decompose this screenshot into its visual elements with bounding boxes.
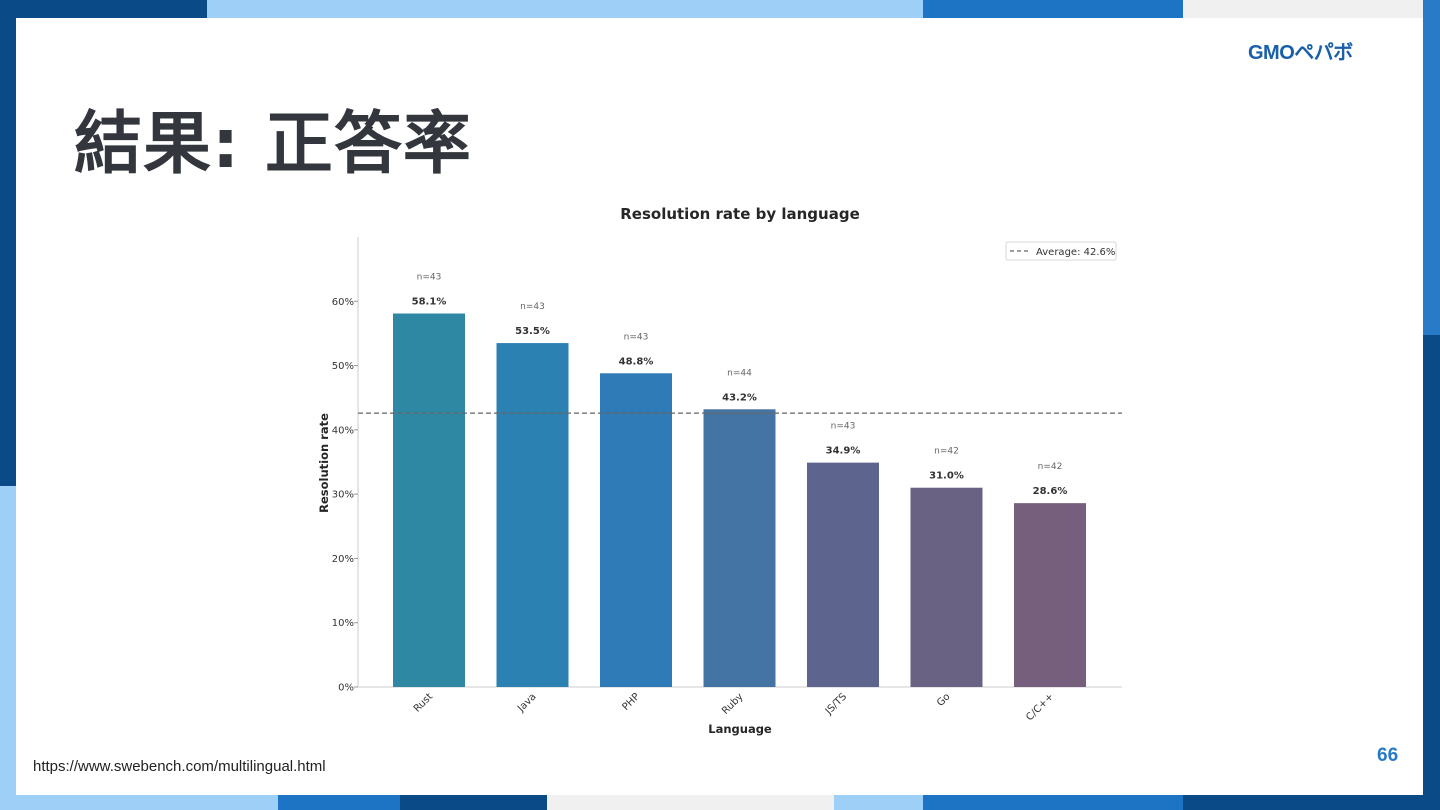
bar-value-label: 31.0% [929, 471, 964, 482]
bar-n-label: n=44 [727, 368, 752, 378]
legend-average-label: Average: 42.6% [1036, 247, 1115, 258]
bar-n-label: n=43 [624, 332, 649, 342]
x-tick-label: Rust [412, 691, 435, 714]
source-link[interactable]: https://www.swebench.com/multilingual.ht… [33, 758, 326, 775]
bar-c-c- [1014, 503, 1086, 687]
y-tick-label: 50% [332, 361, 354, 372]
resolution-rate-chart: Resolution rate by language Resolution r… [317, 205, 1122, 736]
x-tick-label: Go [935, 691, 953, 709]
bar-n-label: n=43 [520, 302, 545, 312]
x-tick-label: Ruby [720, 691, 746, 717]
chart-legend: Average: 42.6% [1005, 241, 1117, 261]
bar-value-label: 43.2% [722, 392, 757, 403]
y-tick-label: 10% [332, 618, 354, 629]
bar-n-label: n=42 [1038, 462, 1063, 472]
chart-title: Resolution rate by language [620, 205, 860, 223]
legend-box [1005, 241, 1117, 261]
frame-bottom-gray [547, 795, 834, 810]
frame-bottom-dark [400, 795, 547, 810]
frame-top-dark [0, 0, 207, 18]
y-tick-label: 60% [332, 297, 354, 308]
bar-value-label: 48.8% [619, 356, 654, 367]
frame-bottom-mid [278, 795, 400, 810]
frame-top-mid [923, 0, 1183, 18]
bar-value-label: 53.5% [515, 326, 550, 337]
bar-n-label: n=43 [831, 422, 856, 432]
y-tick-label: 0% [338, 683, 354, 694]
x-tick-label: Java [515, 691, 538, 714]
x-tick-label: JS/TS [823, 691, 849, 717]
x-tick-label: PHP [620, 691, 642, 713]
bar-value-label: 28.6% [1033, 486, 1068, 497]
bar-php [600, 373, 672, 687]
frame-top-gray [1183, 0, 1440, 18]
company-logo: GMOペパボ [1248, 42, 1353, 64]
bar-n-label: n=42 [934, 447, 959, 457]
bar-value-label: 34.9% [826, 446, 861, 457]
bar-n-label: n=43 [417, 273, 442, 283]
page-title: 結果: 正答率 [74, 105, 472, 184]
frame-left-dark [0, 0, 16, 486]
frame-right-mid [1423, 0, 1440, 335]
frame-top-light [207, 0, 923, 18]
page-number: 66 [1377, 745, 1399, 766]
bar-rust [393, 313, 465, 687]
x-tick-label: C/C++ [1024, 691, 1056, 723]
bar-java [496, 343, 569, 687]
bar-value-label: 58.1% [412, 297, 447, 308]
bar-go [910, 487, 983, 687]
y-tick-label: 30% [332, 490, 354, 501]
bar-js-ts [807, 462, 879, 687]
frame-bottom-mid-2 [923, 795, 1183, 810]
frame-left-light [0, 486, 16, 810]
y-tick-label: 20% [332, 554, 354, 565]
y-axis-label: Resolution rate [317, 413, 331, 513]
frame-bottom-light [0, 795, 278, 810]
y-tick-label: 40% [332, 425, 354, 436]
frame-bottom-dark-2 [1183, 795, 1440, 810]
frame-right-dark [1423, 335, 1440, 810]
bar-ruby [703, 409, 776, 687]
x-axis-label: Language [708, 722, 772, 736]
frame-bottom-light-2 [834, 795, 923, 810]
